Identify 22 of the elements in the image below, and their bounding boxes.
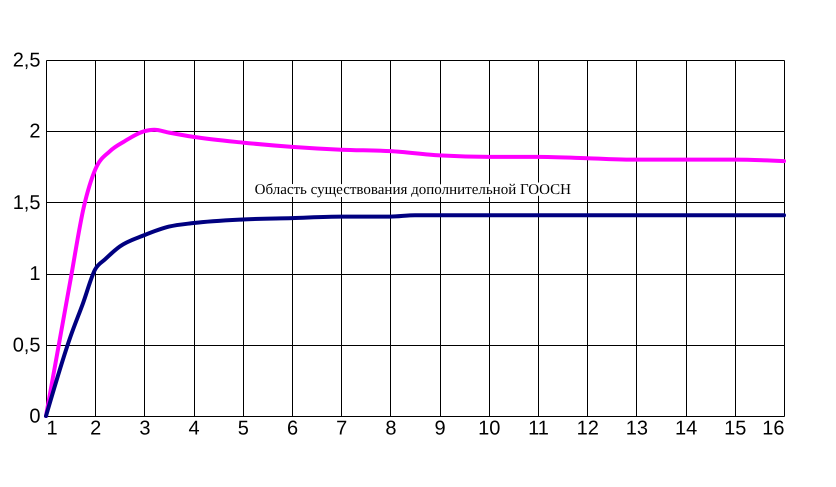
y-tick-label: 0 — [29, 406, 40, 428]
x-tick-label: 6 — [286, 418, 298, 440]
x-tick-label: 15 — [724, 418, 746, 440]
x-tick-label: 16 — [762, 418, 784, 440]
x-tick-label: 5 — [238, 418, 249, 440]
x-tick-label: 2 — [90, 418, 102, 440]
x-tick-label: 13 — [626, 418, 648, 440]
x-tick-label: 1 — [46, 418, 58, 440]
x-tick-label: 3 — [139, 418, 150, 440]
y-tick-label: 1 — [29, 263, 40, 286]
x-tick-label: 7 — [336, 418, 348, 440]
x-tick-label: 14 — [674, 418, 698, 440]
x-tick-label: 11 — [528, 418, 549, 440]
x-tick-label: 9 — [434, 418, 446, 440]
x-tick-label: 4 — [188, 418, 200, 440]
y-tick-label: 1,5 — [12, 192, 40, 214]
x-tick-label: 8 — [385, 418, 396, 440]
y-tick-label: 2 — [29, 120, 40, 143]
y-tick-label: 0,5 — [12, 334, 40, 356]
y-tick-label: 2,5 — [12, 50, 40, 72]
x-tick-label: 10 — [478, 418, 500, 440]
x-tick-label: 12 — [576, 418, 599, 440]
